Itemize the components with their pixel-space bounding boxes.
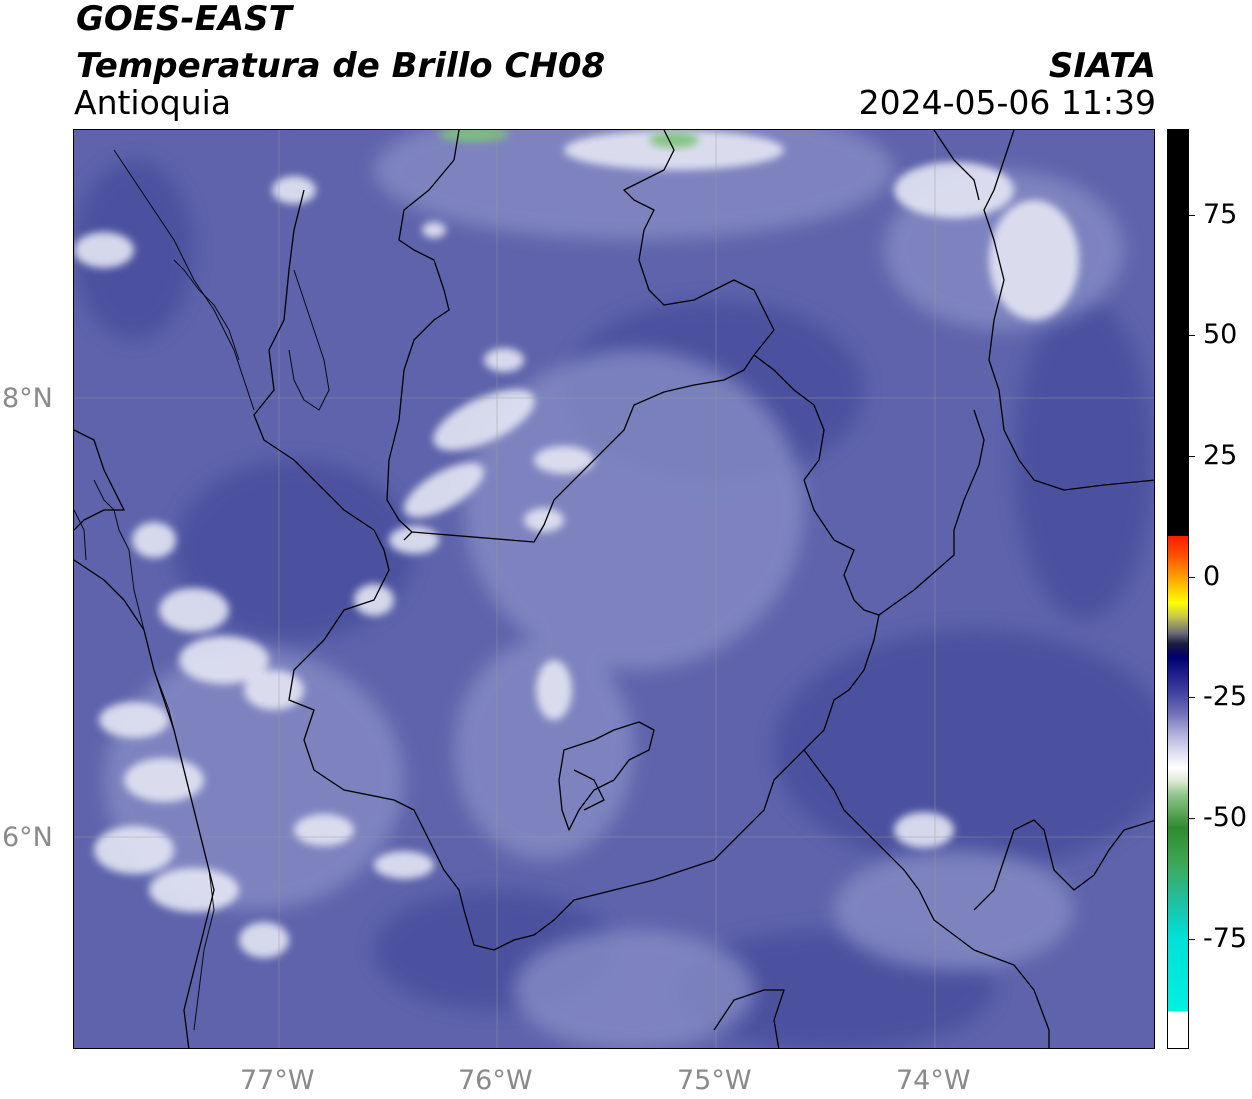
satellite-map bbox=[73, 129, 1155, 1049]
colorbar-tick bbox=[1189, 215, 1195, 216]
colorbar-tick bbox=[1189, 577, 1195, 578]
graticule bbox=[74, 130, 1154, 1048]
green-patch bbox=[439, 130, 699, 148]
lat-label-8n: 8°N bbox=[2, 383, 53, 414]
colorbar-tick bbox=[1189, 939, 1195, 940]
cloud-tops bbox=[74, 130, 1079, 958]
product-title: Temperatura de Brillo CH08 bbox=[76, 46, 606, 86]
colorbar-label-25: 25 bbox=[1203, 440, 1238, 471]
colorbar-tick bbox=[1189, 335, 1195, 336]
lon-label-76w: 76°W bbox=[458, 1065, 533, 1096]
lon-label-77w: 77°W bbox=[240, 1065, 315, 1096]
colorbar-label-neg25: -25 bbox=[1203, 681, 1248, 712]
colorbar-label-neg50: -50 bbox=[1203, 802, 1248, 833]
colorbar-tick bbox=[1189, 456, 1195, 457]
region-label: Antioquia bbox=[74, 83, 232, 122]
lon-label-74w: 74°W bbox=[896, 1065, 971, 1096]
satellite-title: GOES-EAST bbox=[76, 0, 292, 39]
lat-label-6n: 6°N bbox=[2, 822, 53, 853]
timestamp-label: 2024-05-06 11:39 bbox=[858, 83, 1156, 122]
colorbar-tick bbox=[1189, 818, 1195, 819]
boundaries bbox=[74, 130, 1154, 1048]
coastline bbox=[74, 149, 330, 1031]
brand-label: SIATA bbox=[1048, 46, 1156, 86]
colorbar-label-neg75: -75 bbox=[1203, 923, 1248, 954]
colorbar-tick bbox=[1189, 697, 1195, 698]
lon-label-75w: 75°W bbox=[677, 1065, 752, 1096]
colorbar-label-0: 0 bbox=[1203, 561, 1221, 592]
colorbar bbox=[1167, 129, 1189, 1049]
colorbar-label-50: 50 bbox=[1203, 319, 1238, 350]
colorbar-label-75: 75 bbox=[1203, 199, 1238, 230]
